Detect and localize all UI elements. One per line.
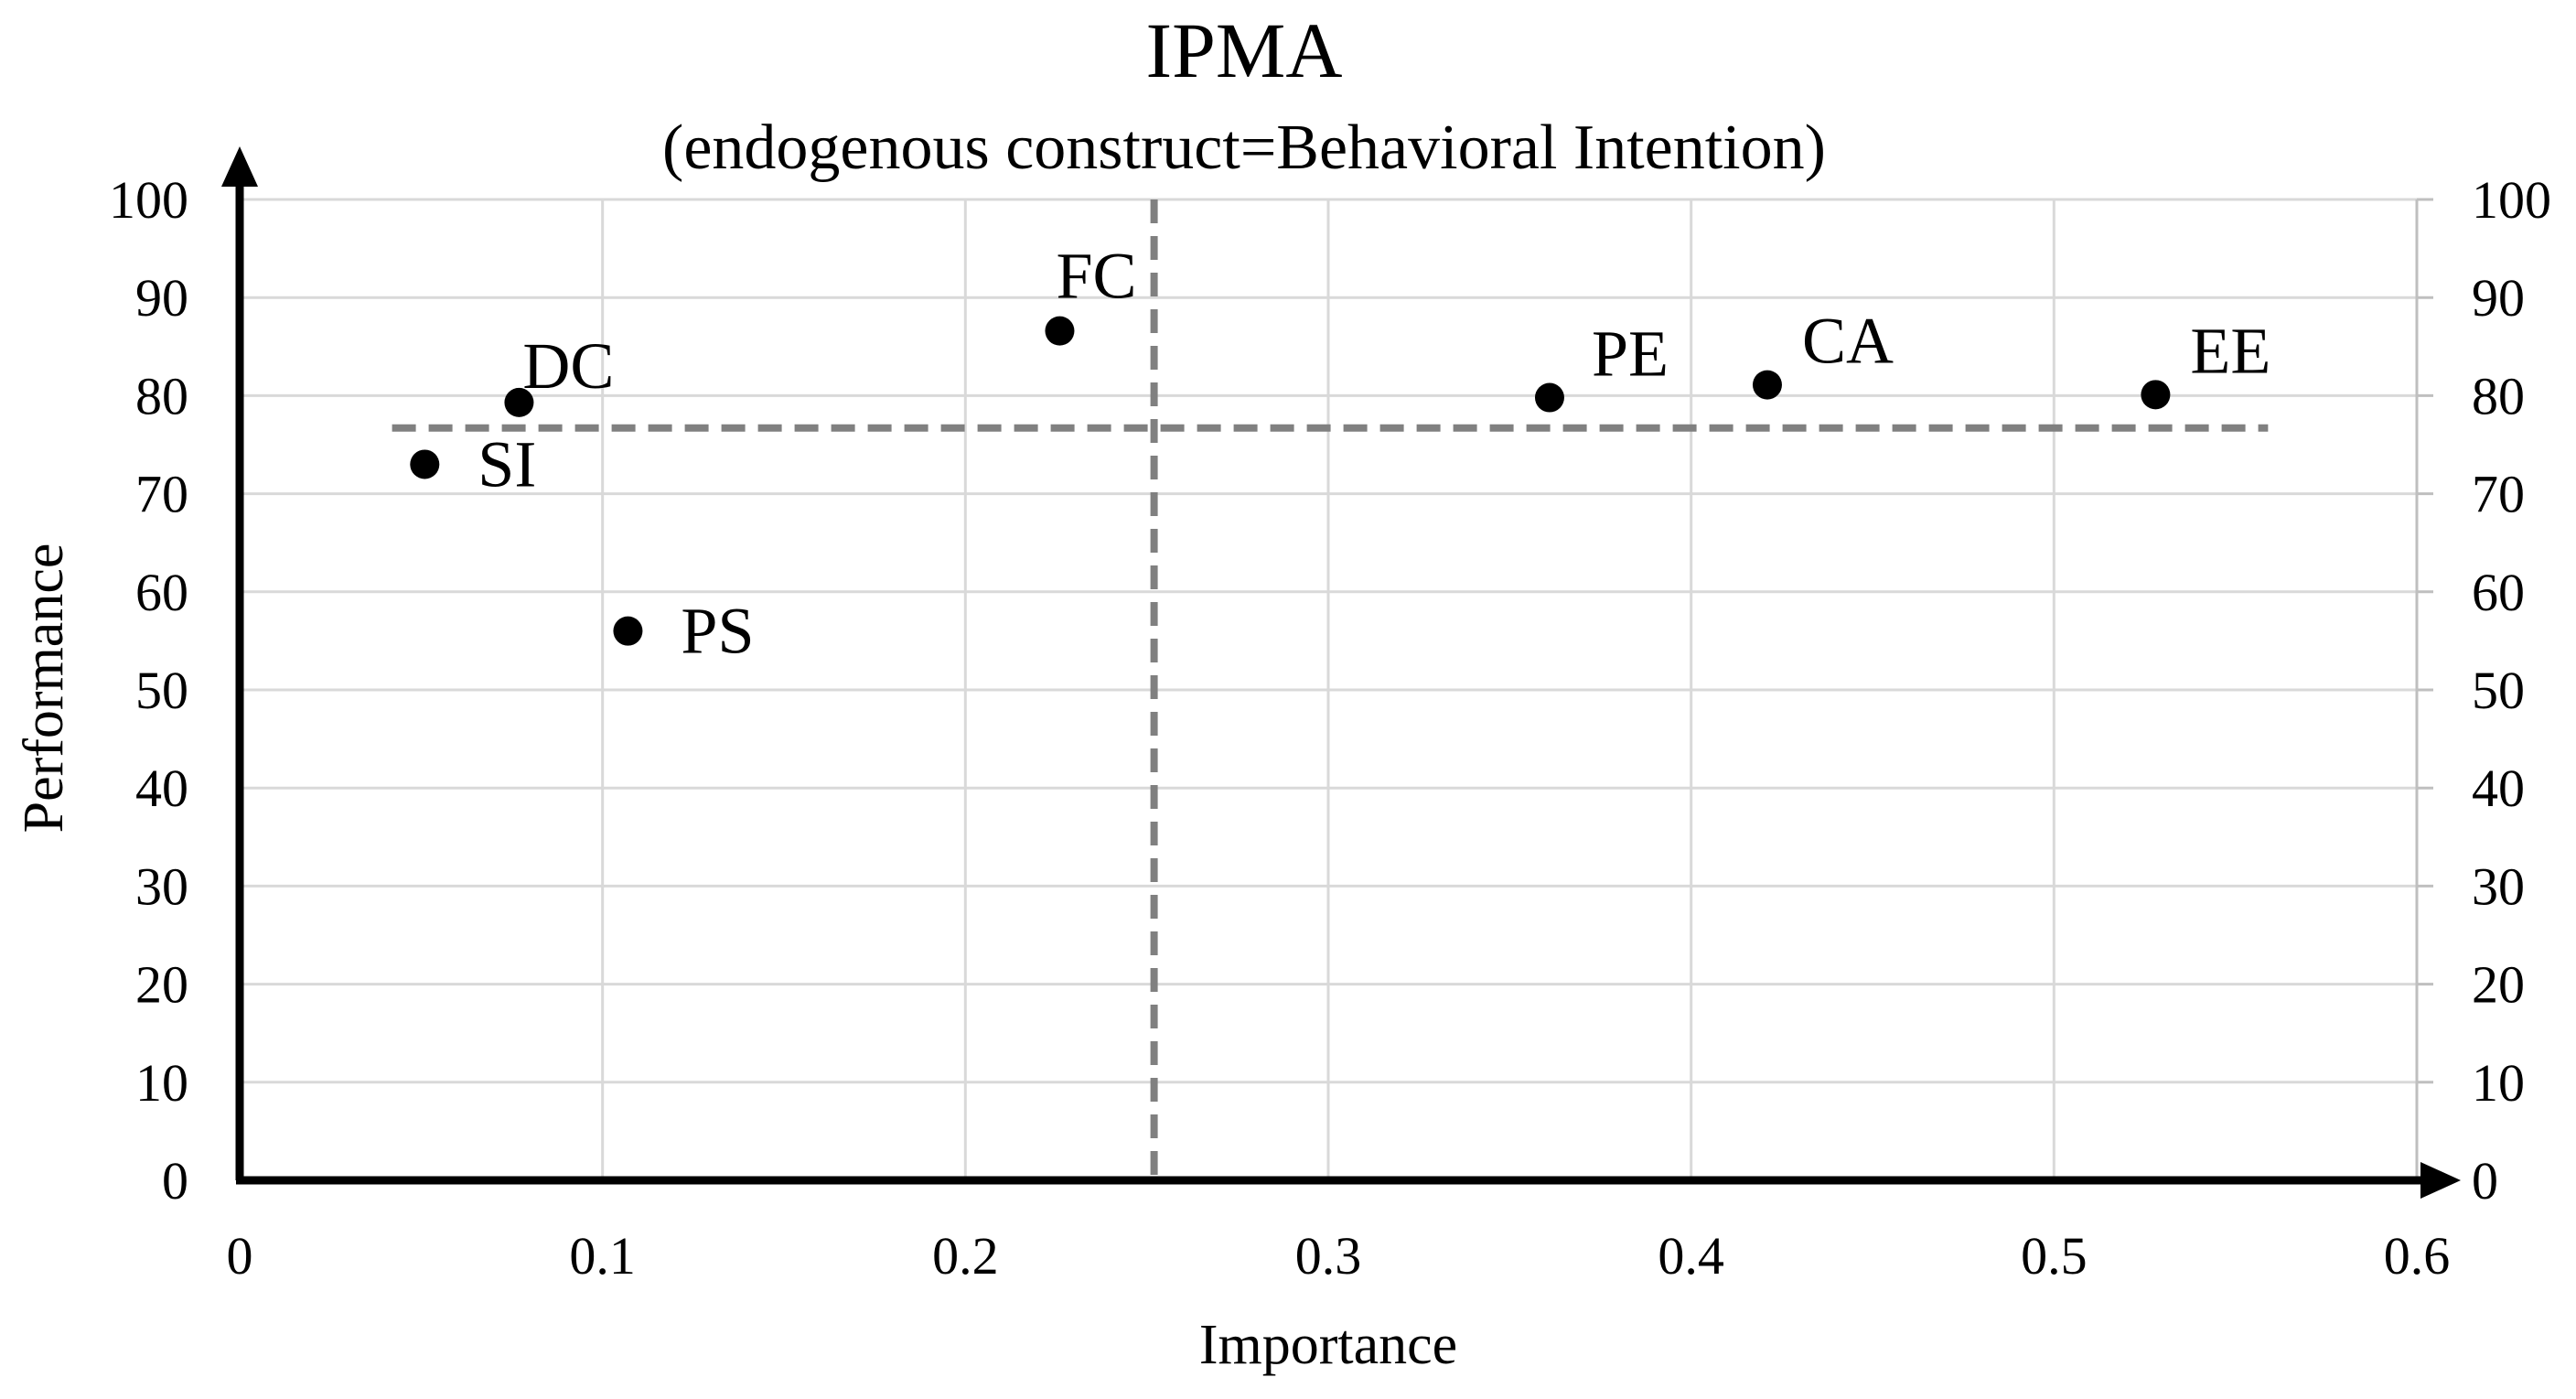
y-tick-label-70: 70: [135, 465, 188, 524]
x-tick-label-0.2: 0.2: [932, 1226, 999, 1286]
secondary-y-tick-label-90: 90: [2472, 268, 2525, 328]
reference-lines: [392, 199, 2269, 1180]
y-tick-label-0: 0: [162, 1151, 188, 1211]
chart-title: IPMA: [1145, 6, 1342, 94]
secondary-y-tick-label-50: 50: [2472, 661, 2525, 720]
y-tick-label-10: 10: [135, 1053, 188, 1113]
data-label-pe: PE: [1592, 317, 1669, 391]
data-point-si: [410, 449, 440, 479]
x-tick-label-0: 0: [227, 1226, 253, 1286]
data-point-ps: [613, 616, 643, 646]
data-label-ca: CA: [1802, 305, 1894, 378]
secondary-y-tick-label-30: 30: [2472, 856, 2525, 916]
data-label-fc: FC: [1056, 240, 1136, 313]
secondary-y-tick-label-20: 20: [2472, 955, 2525, 1015]
data-label-ps: PS: [681, 595, 754, 668]
axes: [221, 146, 2461, 1199]
x-tick-label-0.5: 0.5: [2021, 1226, 2088, 1286]
secondary-y-tick-label-100: 100: [2472, 170, 2551, 230]
secondary-y-tick-label-80: 80: [2472, 366, 2525, 425]
y-tick-label-100: 100: [109, 170, 188, 230]
tick-labels: 0 10 20 30 40 50 60 70 80 90 100 0 10 20 30 40 50 60 70 80 9…: [109, 170, 2551, 1286]
grid-layer: [240, 198, 2419, 1180]
y-tick-label-50: 50: [135, 661, 188, 720]
x-tick-label-0.4: 0.4: [1658, 1226, 1724, 1286]
y-tick-label-80: 80: [135, 366, 188, 425]
y-tick-label-60: 60: [135, 563, 188, 622]
data-point-ee: [2141, 380, 2171, 410]
data-point-ca: [1752, 370, 1782, 400]
secondary-y-tick-label-70: 70: [2472, 465, 2525, 524]
y-tick-label-90: 90: [135, 268, 188, 328]
data-point-pe: [1534, 382, 1564, 413]
data-label-ee: EE: [2190, 314, 2270, 387]
data-label-si: SI: [478, 427, 536, 500]
x-tick-label-0.1: 0.1: [569, 1226, 636, 1286]
x-tick-label-0.6: 0.6: [2384, 1226, 2451, 1286]
secondary-y-tick-label-60: 60: [2472, 563, 2525, 622]
y-axis-title: Performance: [13, 543, 75, 834]
y-tick-label-20: 20: [135, 955, 188, 1015]
secondary-y-tick-label-10: 10: [2472, 1053, 2525, 1113]
y-tick-label-40: 40: [135, 759, 188, 818]
data-label-dc: DC: [522, 329, 614, 403]
x-tick-label-0.3: 0.3: [1295, 1226, 1362, 1286]
secondary-y-tick-label-40: 40: [2472, 759, 2525, 818]
y-tick-label-30: 30: [135, 856, 188, 916]
x-axis-title: Importance: [1199, 1314, 1457, 1376]
data-point-fc: [1045, 316, 1075, 346]
x-axis-arrow: [2420, 1162, 2461, 1199]
data-point-dc: [504, 387, 534, 417]
secondary-y-tick-label-0: 0: [2472, 1151, 2498, 1211]
chart-subtitle: (endogenous construct=Behavioral Intenti…: [662, 113, 1826, 183]
y-axis-arrow: [221, 146, 258, 187]
data-points: SI DC PS FC PE CA EE: [410, 240, 2270, 668]
